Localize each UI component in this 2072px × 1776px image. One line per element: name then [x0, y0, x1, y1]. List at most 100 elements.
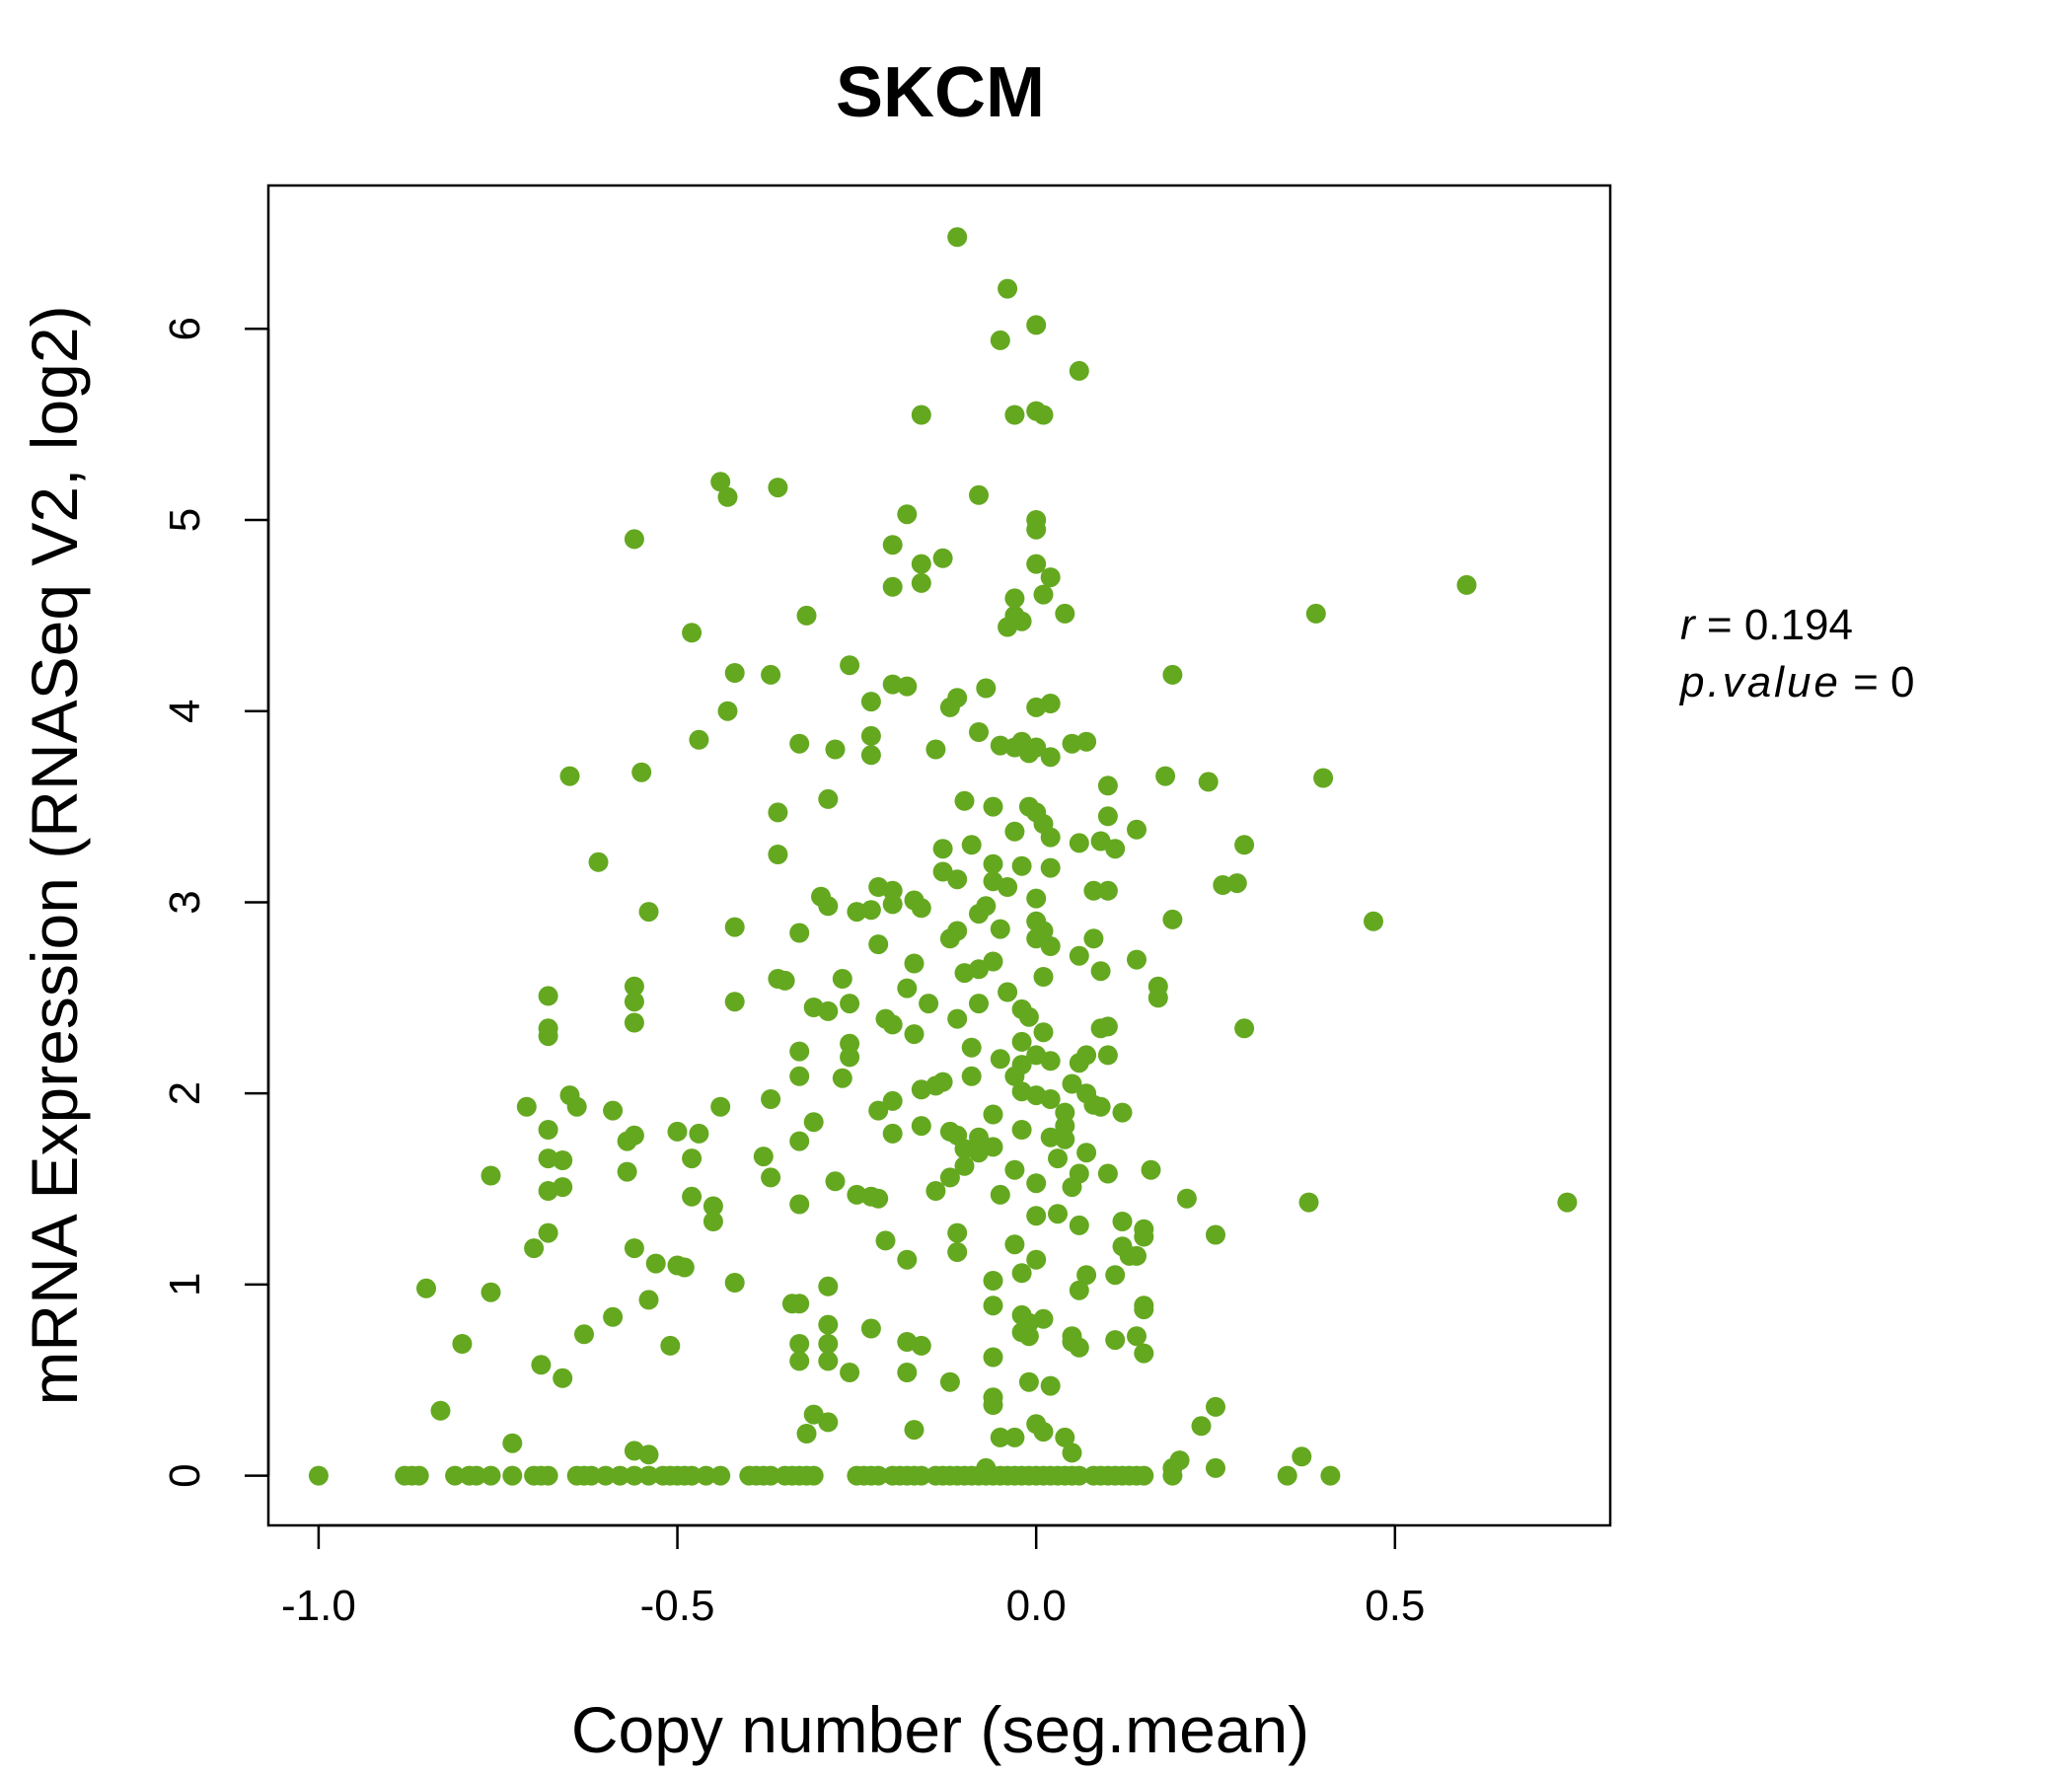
data-point [868, 1100, 889, 1121]
data-point [624, 992, 644, 1012]
data-point [1040, 1375, 1061, 1396]
data-point [1062, 1073, 1082, 1094]
data-point [796, 1424, 817, 1443]
data-point [1127, 1326, 1147, 1347]
data-point [868, 1188, 889, 1209]
data-point [481, 1165, 501, 1186]
data-point [1320, 1465, 1341, 1486]
data-point [1162, 1465, 1183, 1486]
data-point [840, 994, 860, 1014]
data-point [1004, 821, 1025, 842]
data-point [875, 1230, 896, 1251]
data-point [925, 739, 946, 760]
data-point [1011, 1120, 1032, 1140]
data-point [595, 1465, 616, 1486]
data-point [990, 1427, 1010, 1447]
y-tick-label: 2 [161, 1081, 209, 1105]
data-point [617, 1131, 637, 1151]
data-point [818, 1000, 839, 1021]
data-point [603, 1306, 624, 1327]
data-point [1147, 988, 1168, 1008]
data-point [969, 904, 989, 925]
data-point [882, 1014, 903, 1035]
data-point [502, 1465, 523, 1486]
data-point [983, 853, 1003, 874]
data-point [1090, 961, 1111, 982]
data-point [696, 1465, 716, 1486]
data-point [1062, 733, 1082, 754]
data-point [724, 1273, 745, 1293]
data-point [789, 1334, 810, 1354]
x-tick-label: 0.0 [1006, 1582, 1067, 1630]
data-point [911, 1335, 931, 1356]
data-point [1040, 694, 1061, 713]
data-point [1040, 857, 1061, 878]
data-point [761, 1167, 781, 1188]
data-point [947, 1242, 968, 1262]
data-point [553, 1177, 573, 1198]
data-point [1206, 1224, 1225, 1245]
data-point [990, 1049, 1010, 1070]
data-point [840, 1047, 860, 1068]
data-point [1162, 909, 1183, 929]
y-tick-label: 3 [161, 890, 209, 914]
data-point [481, 1465, 501, 1486]
data-point [638, 1444, 659, 1465]
data-point [1105, 839, 1126, 859]
data-point [703, 1196, 723, 1217]
data-point [724, 992, 745, 1012]
data-point [1033, 1308, 1054, 1329]
data-point [1004, 1234, 1025, 1255]
data-point [553, 1150, 573, 1170]
data-point [610, 1465, 630, 1486]
data-point [825, 1171, 846, 1192]
y-tick-label: 0 [161, 1463, 209, 1487]
data-point [1033, 584, 1054, 605]
data-point [660, 1335, 681, 1356]
data-point [1026, 888, 1047, 909]
data-point [969, 1127, 989, 1147]
data-point [710, 472, 731, 492]
correlation-p-value: p.value = 0 [1678, 658, 1915, 706]
data-point [803, 1112, 824, 1133]
x-tick-label: 0.5 [1365, 1582, 1425, 1630]
data-point [1062, 1443, 1082, 1463]
x-axis: -1.0 -0.5 0.0 0.5 [281, 1523, 1425, 1630]
r-value: 0.194 [1744, 601, 1853, 649]
data-point [882, 535, 903, 555]
data-point [408, 1465, 429, 1486]
data-point [983, 1295, 1003, 1316]
data-point [969, 484, 989, 505]
data-point [840, 1363, 860, 1382]
data-point [789, 1194, 810, 1215]
data-point [1004, 1159, 1025, 1180]
data-point [1026, 1249, 1047, 1270]
data-point [932, 839, 953, 859]
data-point [1018, 1371, 1039, 1392]
data-point [502, 1433, 523, 1453]
data-point [445, 1465, 466, 1486]
data-point [990, 919, 1010, 939]
x-tick-label: -1.0 [281, 1582, 356, 1630]
data-point [998, 877, 1018, 897]
data-point [1040, 567, 1061, 588]
data-point [559, 766, 580, 786]
data-point [882, 894, 903, 915]
data-point [682, 1186, 703, 1207]
data-point [1018, 1326, 1039, 1347]
data-point [1069, 1163, 1089, 1184]
data-point [897, 1249, 918, 1270]
data-point [983, 796, 1003, 817]
data-point [911, 1465, 931, 1486]
data-point [1557, 1192, 1578, 1213]
data-point [1018, 743, 1039, 764]
data-point [1048, 1204, 1068, 1224]
data-point [710, 1465, 731, 1486]
data-point [1226, 873, 1247, 894]
data-point [904, 953, 925, 974]
data-point [818, 788, 839, 809]
data-point [624, 1012, 644, 1033]
data-point [538, 1148, 558, 1169]
data-point [998, 982, 1018, 1002]
x-tick-label: -0.5 [640, 1582, 715, 1630]
